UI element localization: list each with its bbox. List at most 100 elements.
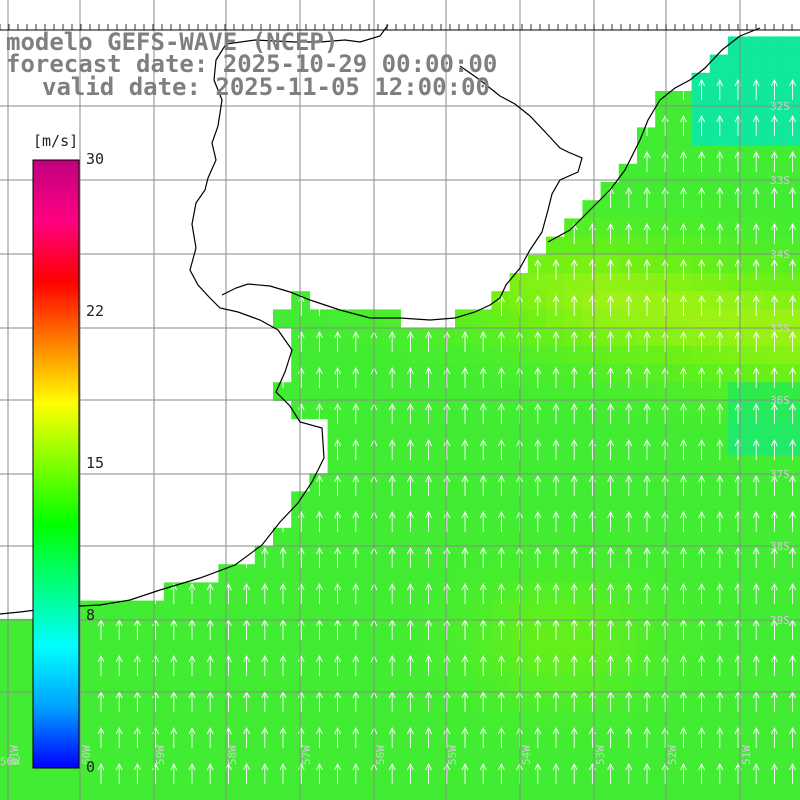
sea-cell xyxy=(527,291,547,310)
sea-cell xyxy=(673,455,693,474)
sea-cell xyxy=(527,400,547,420)
sea-cell xyxy=(673,218,693,238)
sea-cell xyxy=(0,782,19,800)
sea-cell xyxy=(327,473,347,492)
sea-cell xyxy=(200,637,219,656)
sea-cell xyxy=(600,709,620,729)
sea-cell xyxy=(473,418,492,438)
wind-arrow xyxy=(534,258,542,280)
wind-arrow xyxy=(406,474,414,496)
sea-cell xyxy=(691,218,711,238)
sea-cell xyxy=(200,655,219,674)
sea-cell xyxy=(327,546,347,565)
wind-arrow xyxy=(698,762,706,784)
sea-cell xyxy=(327,637,347,656)
sea-cell xyxy=(546,728,565,747)
sea-cell xyxy=(72,673,92,693)
sea-cell xyxy=(54,618,74,638)
sea-cell xyxy=(145,637,165,656)
sea-cell xyxy=(746,145,765,165)
wind-arrow xyxy=(315,330,323,352)
sea-cell xyxy=(364,546,383,565)
sea-cell xyxy=(673,145,693,165)
sea-cell xyxy=(400,673,420,693)
sea-cell xyxy=(546,600,565,620)
wind-arrow xyxy=(479,366,487,388)
sea-cell xyxy=(637,655,656,674)
sea-cell xyxy=(382,418,401,438)
sea-cell xyxy=(582,236,602,256)
sea-cell xyxy=(782,291,800,310)
sea-cell xyxy=(600,309,620,329)
wind-arrow xyxy=(625,438,633,460)
wind-arrow xyxy=(334,654,342,676)
wind-arrow xyxy=(243,582,251,604)
sea-cell xyxy=(291,600,310,620)
sea-cell xyxy=(400,782,420,800)
sea-cell xyxy=(218,618,238,638)
sea-cell xyxy=(655,564,674,583)
sea-cell xyxy=(618,673,638,693)
sea-cell xyxy=(527,746,547,765)
wind-arrow xyxy=(770,474,778,496)
wind-arrow xyxy=(698,114,706,136)
wind-arrow xyxy=(752,510,760,532)
wind-arrow xyxy=(661,582,669,604)
wind-arrow xyxy=(315,762,323,784)
wind-arrow xyxy=(425,726,433,748)
sea-cell xyxy=(728,782,747,800)
sea-cell xyxy=(728,36,747,56)
wind-arrow xyxy=(716,258,724,280)
sea-cell xyxy=(291,691,310,711)
longitude-label: 55W xyxy=(446,745,459,765)
sea-cell xyxy=(618,400,638,420)
sea-cell xyxy=(600,327,620,347)
wind-arrow xyxy=(679,762,687,784)
wind-arrow xyxy=(243,726,251,748)
wind-arrow xyxy=(698,654,706,676)
sea-cell xyxy=(564,491,583,511)
sea-cell xyxy=(582,600,602,620)
sea-cell xyxy=(764,254,784,274)
wind-arrow xyxy=(570,546,578,568)
sea-cell xyxy=(673,382,693,401)
sea-cell xyxy=(618,218,638,238)
wind-arrow xyxy=(315,402,323,424)
sea-cell xyxy=(709,400,729,420)
sea-cell xyxy=(691,673,711,693)
sea-cell xyxy=(364,728,383,747)
sea-cell xyxy=(163,764,183,784)
sea-cell xyxy=(509,637,529,656)
sea-cell xyxy=(728,145,747,165)
sea-cell xyxy=(327,382,347,401)
sea-cell xyxy=(673,709,693,729)
sea-cell xyxy=(728,91,747,110)
sea-cell xyxy=(691,327,711,347)
sea-cell xyxy=(746,582,765,602)
wind-arrow xyxy=(679,582,687,604)
sea-cell xyxy=(236,564,256,583)
sea-cell xyxy=(364,655,383,674)
wind-arrow xyxy=(679,438,687,460)
sea-cell xyxy=(673,163,693,183)
sea-cell xyxy=(54,746,74,765)
wind-arrow xyxy=(534,654,542,676)
sea-cell xyxy=(637,382,656,401)
wind-arrow xyxy=(770,402,778,424)
sea-cell xyxy=(582,291,602,310)
sea-cell xyxy=(527,491,547,511)
wind-arrow xyxy=(352,510,360,532)
sea-cell xyxy=(637,400,656,420)
sea-cell xyxy=(400,455,420,474)
sea-cell xyxy=(473,764,492,784)
wind-arrow xyxy=(716,582,724,604)
sea-cell xyxy=(782,600,800,620)
sea-cell xyxy=(345,527,365,547)
sea-cell xyxy=(473,491,492,511)
wind-arrow xyxy=(552,438,560,460)
sea-cell xyxy=(637,254,656,274)
sea-cell xyxy=(709,254,729,274)
sea-cell xyxy=(473,364,492,383)
sea-cell xyxy=(291,655,310,674)
sea-cell xyxy=(564,728,583,747)
